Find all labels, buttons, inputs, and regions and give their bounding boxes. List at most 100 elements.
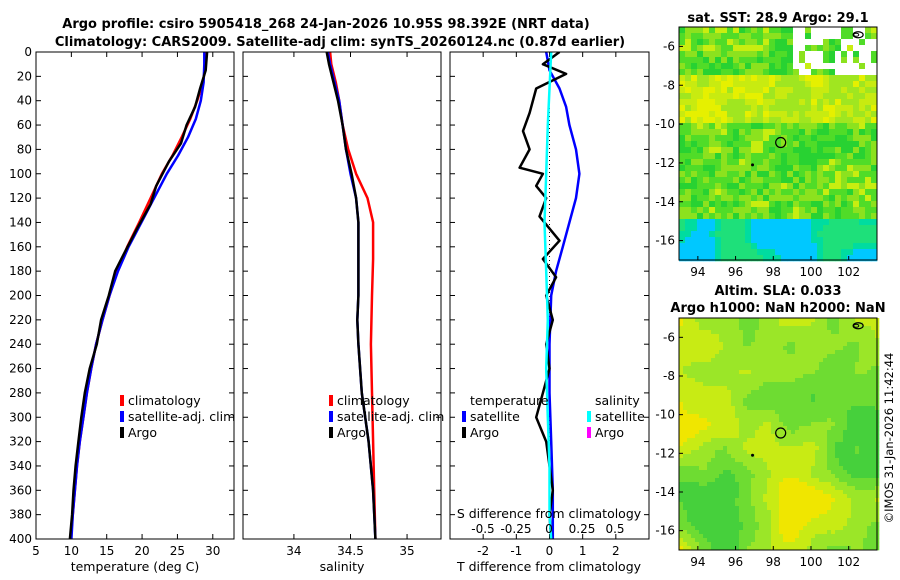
heatmap-cell — [759, 366, 764, 371]
heatmap-cell — [683, 362, 688, 367]
heatmap-cell — [703, 225, 710, 232]
heatmap-cell — [687, 394, 692, 399]
heatmap-cell — [783, 414, 788, 419]
heatmap-cell — [843, 430, 848, 435]
heatmap-cell — [711, 478, 716, 483]
heatmap-cell — [807, 498, 812, 503]
heatmap-cell — [827, 354, 832, 359]
heatmap-cell — [707, 358, 712, 363]
heatmap-cell — [733, 153, 740, 160]
heatmap-cell — [791, 370, 796, 375]
heatmap-cell — [805, 243, 812, 250]
heatmap-cell — [839, 462, 844, 467]
heatmap-cell — [799, 422, 804, 427]
heatmap-cell — [799, 334, 804, 339]
heatmap-cell — [847, 322, 852, 327]
heatmap-cell — [827, 326, 832, 331]
heatmap-cell — [759, 530, 764, 535]
heatmap-cell — [691, 438, 696, 443]
heatmap-cell — [855, 350, 860, 355]
heatmap-cell — [683, 342, 688, 347]
heatmap-cell — [735, 402, 740, 407]
heatmap-cell — [807, 410, 812, 415]
heatmap-cell — [691, 518, 696, 523]
heatmap-cell — [817, 207, 824, 214]
y-tick-label: 400 — [9, 532, 32, 546]
heatmap-cell — [811, 219, 818, 226]
heatmap-cell — [803, 410, 808, 415]
heatmap-cell — [733, 75, 740, 82]
heatmap-cell — [711, 382, 716, 387]
heatmap-cell — [775, 75, 782, 82]
heatmap-cell — [863, 486, 868, 491]
heatmap-cell — [781, 177, 788, 184]
heatmap-cell — [859, 57, 866, 64]
heatmap-cell — [799, 418, 804, 423]
heatmap-cell — [783, 498, 788, 503]
heatmap-cell — [817, 147, 824, 154]
heatmap-cell — [709, 39, 716, 46]
heatmap-cell — [871, 398, 876, 403]
heatmap-cell — [763, 135, 770, 142]
x-tick-label: 98 — [766, 555, 781, 569]
heatmap-cell — [695, 510, 700, 515]
heatmap-cell — [853, 63, 860, 70]
heatmap-cell — [727, 342, 732, 347]
heatmap-cell — [703, 522, 708, 527]
heatmap-cell — [699, 334, 704, 339]
heatmap-cell — [715, 45, 722, 52]
heatmap-cell — [739, 81, 746, 88]
heatmap-cell — [795, 506, 800, 511]
heatmap-cell — [679, 538, 684, 543]
heatmap-cell — [715, 390, 720, 395]
heatmap-cell — [799, 147, 806, 154]
heatmap-cell — [775, 111, 782, 118]
heatmap-cell — [859, 159, 866, 166]
legend-label-t-satellite: satellite — [470, 409, 520, 424]
heatmap-cell — [835, 195, 842, 202]
heatmap-cell — [745, 255, 752, 262]
heatmap-cell — [715, 75, 722, 82]
heatmap-cell — [799, 498, 804, 503]
heatmap-cell — [779, 370, 784, 375]
heatmap-cell — [855, 458, 860, 463]
heatmap-cell — [735, 430, 740, 435]
heatmap-cell — [843, 518, 848, 523]
heatmap-cell — [727, 117, 734, 124]
heatmap-cell — [755, 538, 760, 543]
heatmap-cell — [745, 105, 752, 112]
heatmap-cell — [839, 318, 844, 323]
heatmap-cell — [815, 502, 820, 507]
heatmap-cell — [859, 81, 866, 88]
heatmap-cell — [871, 406, 876, 411]
heatmap-cell — [795, 338, 800, 343]
heatmap-cell — [709, 243, 716, 250]
heatmap-cell — [691, 422, 696, 427]
heatmap-cell — [829, 69, 836, 76]
heatmap-cell — [835, 378, 840, 383]
heatmap-cell — [787, 534, 792, 539]
heatmap-cell — [687, 454, 692, 459]
heatmap-cell — [715, 442, 720, 447]
heatmap-cell — [841, 219, 848, 226]
heatmap-cell — [759, 390, 764, 395]
heatmap-cell — [795, 374, 800, 379]
heatmap-cell — [793, 99, 800, 106]
heatmap-cell — [871, 111, 878, 118]
heatmap-cell — [831, 406, 836, 411]
heatmap-cell — [727, 159, 734, 166]
heatmap-cell — [707, 366, 712, 371]
heatmap-cell — [819, 414, 824, 419]
heatmap-cell — [863, 522, 868, 527]
heatmap-cell — [711, 350, 716, 355]
heatmap-cell — [763, 446, 768, 451]
heatmap-cell — [829, 249, 836, 256]
heatmap-cell — [719, 438, 724, 443]
heatmap-cell — [679, 338, 684, 343]
heatmap-cell — [757, 135, 764, 142]
heatmap-cell — [867, 394, 872, 399]
heatmap-cell — [679, 498, 684, 503]
heatmap-cell — [835, 450, 840, 455]
heatmap-cell — [751, 237, 758, 244]
heatmap-cell — [823, 322, 828, 327]
